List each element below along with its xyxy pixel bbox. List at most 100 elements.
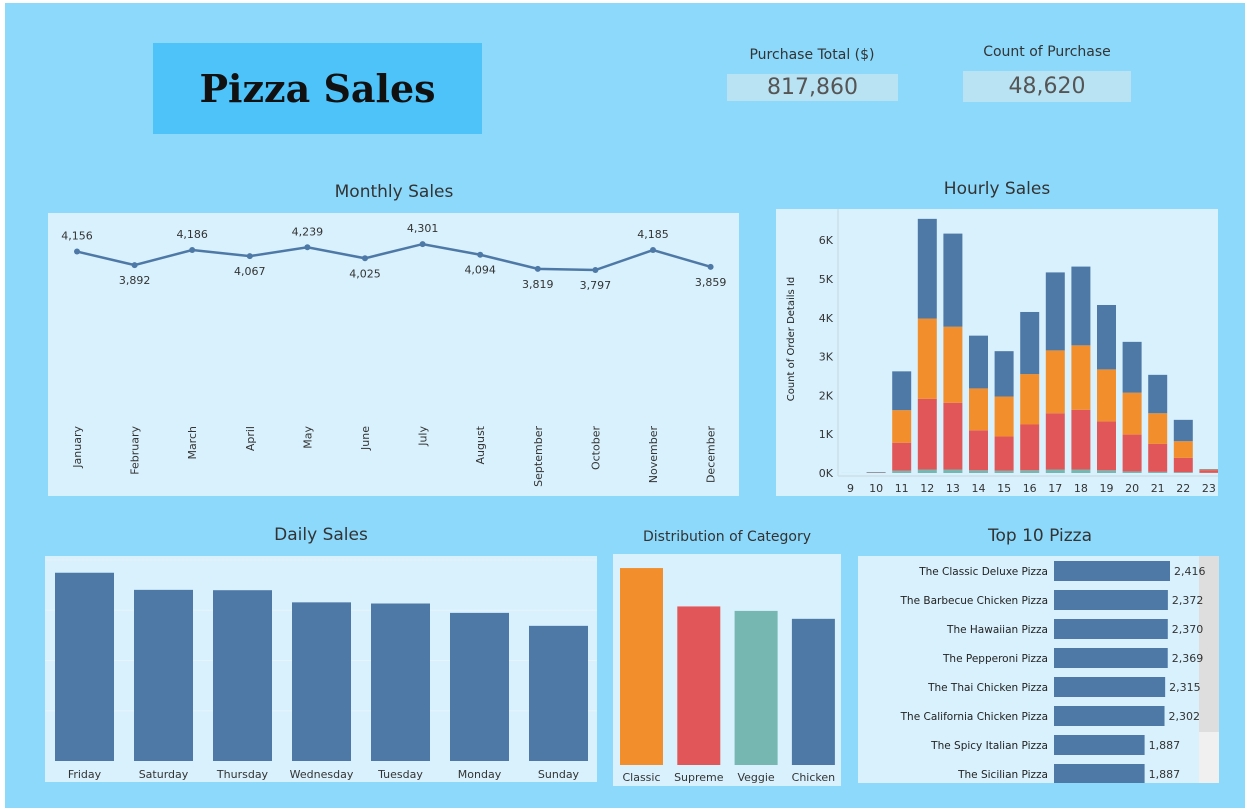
top10-y-tick: The Pepperoni Pizza bbox=[942, 653, 1048, 665]
hourly-bar-segment bbox=[1071, 345, 1091, 410]
hourly-bar-segment bbox=[969, 388, 988, 431]
daily-x-tick: Tuesday bbox=[377, 768, 423, 781]
daily-title: Daily Sales bbox=[274, 525, 368, 545]
kpi-purchase-total-label: Purchase Total ($) bbox=[749, 47, 875, 63]
monthly-data-label: 3,859 bbox=[695, 276, 727, 289]
monthly-point bbox=[362, 255, 368, 262]
kpi-count-label: Count of Purchase bbox=[983, 44, 1111, 60]
monthly-data-label: 4,156 bbox=[61, 230, 93, 243]
hourly-bar-segment bbox=[1045, 272, 1065, 351]
top10-bar bbox=[1054, 561, 1170, 581]
hourly-x-tick: 18 bbox=[1074, 482, 1088, 495]
monthly-data-label: 4,239 bbox=[292, 225, 324, 238]
daily-x-tick: Friday bbox=[68, 768, 102, 781]
monthly-point bbox=[534, 265, 541, 272]
daily-bar bbox=[371, 603, 430, 761]
hourly-bar-segment bbox=[1097, 421, 1116, 471]
category-bar bbox=[620, 568, 663, 765]
top10-chart-panel: The Classic Deluxe Pizza 2,416 The Barbecu… bbox=[858, 556, 1219, 783]
daily-bar bbox=[529, 625, 588, 761]
hourly-bar-segment bbox=[943, 469, 963, 473]
hourly-bar-segment bbox=[1199, 470, 1218, 473]
daily-chart-panel: Friday Saturday Thursday Wednesday Tuesday Mo… bbox=[45, 556, 597, 782]
hourly-bar-segment bbox=[994, 396, 1014, 437]
hourly-bar-segment bbox=[892, 442, 912, 471]
hourly-x-tick: 13 bbox=[946, 482, 960, 495]
hourly-x-tick: 21 bbox=[1151, 482, 1165, 495]
top10-data-label: 2,372 bbox=[1172, 594, 1204, 607]
category-x-tick: Classic bbox=[622, 771, 660, 784]
monthly-x-tick: March bbox=[186, 426, 199, 460]
hourly-bar-segment bbox=[1097, 304, 1116, 370]
hourly-bar-segment bbox=[943, 402, 963, 470]
top10-bar bbox=[1054, 735, 1145, 755]
monthly-chart: 4,156 January 3,892 February 4,186 March 4,067… bbox=[61, 222, 727, 487]
hourly-bar-segment bbox=[917, 398, 937, 470]
top10-data-label: 2,370 bbox=[1172, 623, 1204, 636]
monthly-point bbox=[477, 251, 484, 258]
hourly-bar-segment bbox=[1148, 471, 1168, 473]
hourly-bar-segment bbox=[969, 430, 988, 471]
hourly-y-axis-label: Count of Order Details Id bbox=[786, 277, 797, 401]
monthly-data-label: 4,094 bbox=[464, 264, 496, 277]
hourly-y-tick: 4K bbox=[819, 312, 834, 325]
monthly-x-tick: November bbox=[647, 426, 660, 484]
monthly-x-tick: April bbox=[244, 426, 257, 451]
daily-x-tick: Sunday bbox=[538, 768, 580, 781]
hourly-x-tick: 11 bbox=[895, 482, 909, 495]
top10-y-tick: The Thai Chicken Pizza bbox=[927, 682, 1048, 694]
hourly-bar-segment bbox=[1020, 311, 1040, 375]
dashboard-title: Pizza Sales bbox=[199, 66, 436, 111]
hourly-bar-segment bbox=[994, 436, 1014, 471]
hourly-chart: 0K 1K 2K 3K 4K 5K 6K Count of Order Details Id 9… bbox=[786, 209, 1218, 495]
hourly-bar-segment bbox=[1071, 469, 1091, 473]
hourly-bar-segment bbox=[1173, 419, 1193, 442]
hourly-bar-segment bbox=[917, 318, 937, 399]
top10-data-label: 2,315 bbox=[1169, 681, 1201, 694]
hourly-bar-segment bbox=[1020, 424, 1040, 471]
hourly-bar-segment bbox=[1199, 469, 1218, 471]
monthly-line bbox=[76, 242, 711, 272]
category-x-tick: Chicken bbox=[792, 771, 836, 784]
monthly-point bbox=[592, 267, 599, 274]
monthly-point bbox=[246, 253, 253, 260]
hourly-x-tick: 15 bbox=[997, 482, 1011, 495]
daily-x-tick: Wednesday bbox=[290, 768, 354, 781]
top10-data-label: 2,416 bbox=[1174, 565, 1206, 578]
hourly-x-tick: 17 bbox=[1048, 482, 1062, 495]
hourly-bar-segment bbox=[1122, 392, 1142, 435]
daily-bar bbox=[450, 612, 509, 761]
hourly-bar-segment bbox=[943, 326, 963, 403]
hourly-y-tick: 2K bbox=[819, 389, 834, 402]
hourly-x-tick: 12 bbox=[920, 482, 934, 495]
top10-scrollbar-thumb bbox=[1199, 732, 1219, 783]
category-bar bbox=[734, 610, 778, 765]
hourly-bar-segment bbox=[917, 218, 937, 319]
hourly-bar-segment bbox=[892, 470, 912, 473]
hourly-bar-segment bbox=[1148, 443, 1168, 472]
category-chart: Classic Supreme Veggie Chicken bbox=[620, 568, 836, 784]
top10-bar bbox=[1054, 619, 1168, 639]
hourly-bar-segment bbox=[1071, 409, 1091, 470]
hourly-bar-segment bbox=[1122, 434, 1142, 472]
daily-chart: Friday Saturday Thursday Wednesday Tuesday Mo… bbox=[45, 559, 597, 781]
top10-title: Top 10 Pizza bbox=[988, 526, 1092, 546]
kpi-purchase-total-value: 817,860 bbox=[727, 74, 898, 101]
daily-x-tick: Monday bbox=[458, 768, 502, 781]
hourly-bar-segment bbox=[1173, 472, 1193, 473]
monthly-data-label: 3,797 bbox=[580, 279, 612, 292]
hourly-bar-segment bbox=[1045, 469, 1065, 473]
hourly-bar-segment bbox=[994, 470, 1014, 473]
hourly-y-tick: 0K bbox=[819, 467, 834, 480]
hourly-y-tick: 1K bbox=[819, 428, 834, 441]
hourly-y-tick: 5K bbox=[819, 273, 834, 286]
hourly-y-tick: 6K bbox=[819, 234, 834, 247]
hourly-bar-segment bbox=[969, 335, 988, 389]
monthly-x-tick: September bbox=[532, 426, 545, 487]
top10-y-tick: The Hawaiian Pizza bbox=[946, 624, 1048, 636]
daily-x-tick: Thursday bbox=[216, 768, 269, 781]
monthly-x-tick: December bbox=[705, 426, 718, 484]
kpi-count-value: 48,620 bbox=[963, 71, 1131, 102]
hourly-x-tick: 23 bbox=[1202, 482, 1216, 495]
hourly-bar-segment bbox=[1173, 457, 1193, 473]
